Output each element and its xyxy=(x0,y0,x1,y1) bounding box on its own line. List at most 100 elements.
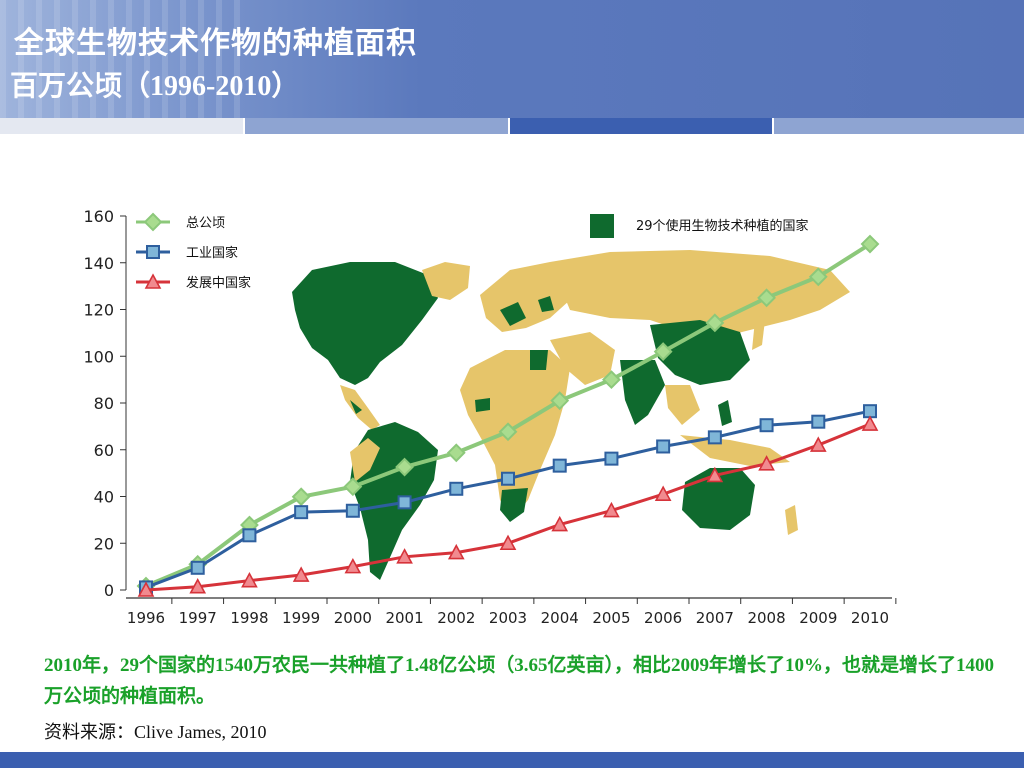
data-point xyxy=(144,273,162,289)
legend-item: 工业国家 xyxy=(136,245,238,261)
data-point xyxy=(811,414,826,429)
map-china xyxy=(650,320,750,385)
map-india xyxy=(620,360,665,425)
data-point xyxy=(242,528,257,543)
y-tick-label: 160 xyxy=(83,207,114,226)
data-point xyxy=(552,458,567,473)
data-point xyxy=(757,288,776,308)
legend-label: 工业国家 xyxy=(186,245,238,261)
data-point xyxy=(707,430,722,445)
y-tick-label: 100 xyxy=(83,347,114,366)
y-tick-label: 80 xyxy=(94,394,114,413)
data-point xyxy=(758,455,775,471)
x-tick-label: 2000 xyxy=(334,609,372,627)
world-map xyxy=(292,250,850,580)
data-point xyxy=(808,267,828,287)
data-point xyxy=(603,501,620,518)
x-tick-label: 2010 xyxy=(851,609,889,627)
data-point xyxy=(143,212,163,232)
data-point xyxy=(343,477,363,497)
data-point xyxy=(449,481,464,496)
data-point xyxy=(137,581,155,597)
data-point xyxy=(654,485,672,501)
chart-series xyxy=(136,234,880,597)
map-middle-east xyxy=(550,332,615,385)
data-point xyxy=(241,571,258,588)
map-se-asia xyxy=(665,385,700,425)
map-europe-green-2 xyxy=(538,296,554,312)
accent-bar xyxy=(245,118,508,134)
map-north-america xyxy=(292,262,438,385)
x-tick-label: 2005 xyxy=(592,609,630,627)
data-point xyxy=(705,313,725,333)
source-citation: 资料来源：Clive James, 2010 xyxy=(44,722,267,742)
x-tick-label: 2003 xyxy=(489,609,527,627)
y-tick-label: 20 xyxy=(94,534,114,553)
data-point xyxy=(498,422,518,442)
map-central-america-green xyxy=(350,400,362,414)
data-point xyxy=(397,495,412,510)
map-greenland xyxy=(422,262,470,300)
data-point xyxy=(860,234,880,254)
x-tick-label: 2007 xyxy=(696,609,734,627)
data-point xyxy=(294,505,309,520)
x-tick-label: 1999 xyxy=(282,609,320,627)
y-tick-label: 140 xyxy=(83,254,114,273)
legend-item: 总公顷 xyxy=(136,212,225,232)
legend-item: 发展中国家 xyxy=(136,273,251,291)
accent-bar xyxy=(0,118,243,134)
map-egypt xyxy=(530,350,548,370)
data-point xyxy=(861,415,879,431)
data-point xyxy=(809,436,827,452)
map-australia xyxy=(682,468,755,530)
x-tick-label: 2008 xyxy=(747,609,785,627)
data-point xyxy=(189,578,207,594)
data-point xyxy=(551,515,569,532)
data-point xyxy=(759,418,774,433)
x-tick-label: 1996 xyxy=(127,609,165,627)
data-point xyxy=(146,245,160,259)
chart-axes: 0 20 40 60 80 100 120 140 160 1996 1997 1998 1999 200… xyxy=(83,207,897,627)
x-tick-label: 2006 xyxy=(644,609,682,627)
data-point xyxy=(345,503,360,518)
slide-subtitle: 百万公顷（1996-2010） xyxy=(10,71,300,102)
legend-label: 总公顷 xyxy=(186,216,225,231)
slide-title: 全球生物技术作物的种植面积 xyxy=(14,26,417,61)
data-point xyxy=(499,534,517,551)
map-burkina xyxy=(475,398,490,412)
series-2 xyxy=(137,415,879,597)
map-south-america-yellow xyxy=(350,438,380,482)
y-tick-label: 40 xyxy=(94,488,114,507)
x-tick-label: 2004 xyxy=(541,609,579,627)
header-building-image xyxy=(0,0,240,118)
map-indonesia xyxy=(680,435,790,466)
map-legend: 29个使用生物技术种植的国家 xyxy=(590,214,809,238)
biotech-area-chart: 0 20 40 60 80 100 120 140 160 1996 1997 1998 1999 200… xyxy=(83,207,897,627)
map-legend-swatch xyxy=(590,214,614,238)
data-point xyxy=(604,451,619,466)
data-point xyxy=(501,471,515,486)
data-point xyxy=(446,443,466,463)
data-point xyxy=(190,560,205,575)
header-accent-bars xyxy=(0,118,1024,134)
data-point xyxy=(291,487,311,507)
y-tick-label: 0 xyxy=(104,581,114,600)
summary-note: 2010年，29个国家的1540万农民一共种植了1.48亿公顷（3.65亿英亩）… xyxy=(44,655,995,707)
map-africa xyxy=(460,350,570,520)
slide-footer-bar xyxy=(0,752,1024,768)
map-central-america xyxy=(340,385,380,430)
data-point xyxy=(653,342,673,361)
data-point xyxy=(447,543,465,560)
slide-header: 全球生物技术作物的种植面积 百万公顷（1996-2010） xyxy=(0,0,1024,118)
data-point xyxy=(602,370,621,390)
data-point xyxy=(396,548,413,564)
data-point xyxy=(395,457,414,477)
data-point xyxy=(656,439,671,454)
x-tick-label: 1998 xyxy=(230,609,268,627)
data-point xyxy=(292,566,310,582)
map-europe-green xyxy=(500,302,526,326)
x-tick-label: 2009 xyxy=(799,609,837,627)
map-philippines xyxy=(718,400,732,426)
chart-container: 0 20 40 60 80 100 120 140 160 1996 1997 1998 1999 200… xyxy=(50,200,900,640)
